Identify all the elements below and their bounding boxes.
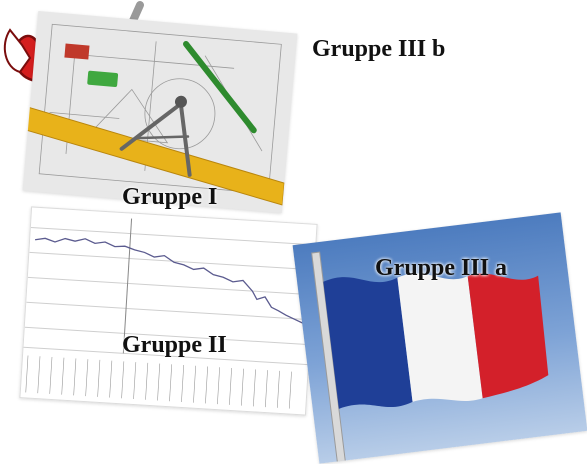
flag-red-stripe [467,273,549,399]
ruler [22,104,285,206]
drawing-illustration [22,23,285,206]
chart-illustration [23,218,316,409]
label-gruppe-ii: Gruppe II [122,332,227,358]
stock-chart-image [19,206,318,416]
compass [119,101,192,177]
green-eraser [87,70,119,87]
price-line [35,237,306,325]
label-gruppe-i: Gruppe I [122,184,218,210]
label-gruppe-iii-b: Gruppe III b [312,36,446,62]
flag-blue-stripe [323,277,413,409]
french-flag-image [292,212,587,464]
label-gruppe-iii-a: Gruppe III a [375,255,508,281]
flag-white-stripe [397,273,483,402]
flag-illustration [311,251,549,464]
pencil [183,41,257,134]
technical-drawing-image [22,11,298,213]
red-eraser [64,43,90,60]
